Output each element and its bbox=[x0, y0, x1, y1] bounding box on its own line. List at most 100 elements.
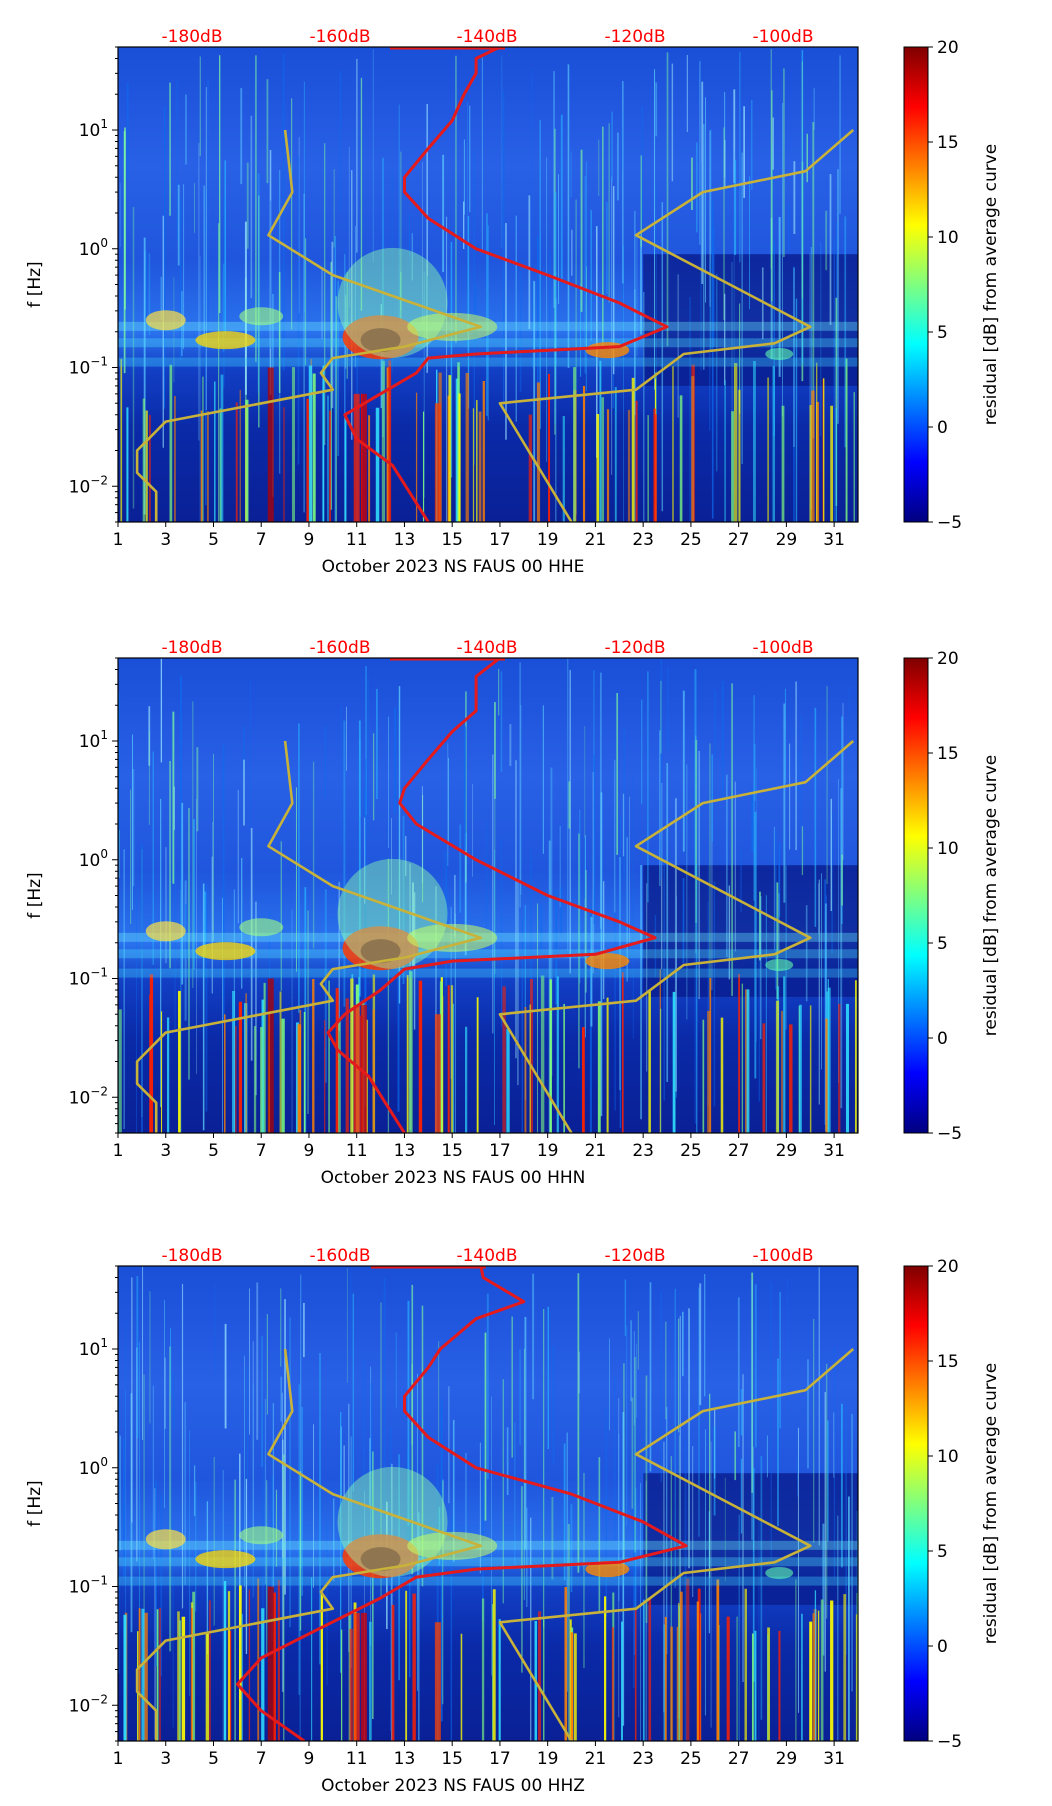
top-db-label: -100dB bbox=[752, 638, 813, 658]
x-tick-label: 21 bbox=[585, 1141, 607, 1161]
x-tick-label: 31 bbox=[823, 530, 845, 550]
x-tick-label: 31 bbox=[823, 1141, 845, 1161]
heatmap-column bbox=[267, 1586, 274, 1741]
top-db-label: -120dB bbox=[604, 27, 665, 47]
top-db-label: -180dB bbox=[161, 1246, 222, 1266]
colorbar-tick-label: 5 bbox=[937, 934, 948, 954]
heatmap-hotspot bbox=[765, 958, 794, 971]
heatmap-column bbox=[360, 393, 367, 522]
heatmap-column bbox=[353, 393, 360, 522]
x-tick-label: 11 bbox=[346, 1749, 368, 1769]
series-line-1 bbox=[326, 658, 657, 1133]
y-tick-label: 10−1 bbox=[69, 1574, 108, 1598]
heatmap-band bbox=[118, 357, 858, 367]
heatmap-column bbox=[434, 1014, 441, 1133]
colorbar-tick-label: 15 bbox=[937, 744, 959, 764]
top-db-label: -100dB bbox=[752, 1246, 813, 1266]
x-tick-label: 17 bbox=[489, 530, 511, 550]
heatmap-column bbox=[267, 367, 274, 522]
colorbar-tick-label: 0 bbox=[937, 1029, 948, 1049]
colorbar-tick-label: 5 bbox=[937, 323, 948, 343]
x-tick-label: 5 bbox=[208, 1749, 219, 1769]
heatmap-band bbox=[118, 968, 858, 978]
x-tick-label: 21 bbox=[585, 530, 607, 550]
heatmap-hotspot bbox=[765, 347, 794, 360]
heatmap-band bbox=[118, 338, 858, 348]
x-tick-label: 27 bbox=[728, 1141, 750, 1161]
series-line-3 bbox=[498, 1348, 855, 1741]
heatmap-hotspot bbox=[195, 1550, 256, 1569]
x-tick-label: 15 bbox=[441, 1749, 463, 1769]
y-axis-label: f [Hz] bbox=[25, 261, 45, 307]
heatmap-dark-region bbox=[643, 865, 858, 997]
colorbar-label: residual [dB] from average curve bbox=[981, 144, 1001, 425]
heatmap-column bbox=[434, 1622, 441, 1741]
top-db-label: -140dB bbox=[456, 27, 517, 47]
heatmap-hotspot bbox=[337, 858, 448, 969]
top-db-label: -100dB bbox=[752, 27, 813, 47]
y-tick-label: 10−2 bbox=[69, 1692, 108, 1716]
colorbar-tick-label: 15 bbox=[937, 133, 959, 153]
heatmap-band bbox=[118, 949, 858, 959]
colorbar-tick-label: 20 bbox=[937, 649, 959, 669]
x-axis-label: October 2023 NS FAUS 00 HHE bbox=[322, 557, 585, 577]
x-tick-label: 7 bbox=[256, 1749, 267, 1769]
top-db-label: -160dB bbox=[309, 1246, 370, 1266]
colorbar bbox=[903, 657, 929, 1134]
x-tick-label: 3 bbox=[160, 1141, 171, 1161]
top-db-label: -120dB bbox=[604, 1246, 665, 1266]
x-tick-label: 7 bbox=[256, 1141, 267, 1161]
heatmap-dark-region bbox=[643, 1473, 858, 1605]
y-axis-label: f [Hz] bbox=[25, 1480, 45, 1526]
heatmap-column bbox=[434, 403, 441, 522]
y-tick-label: 10−1 bbox=[69, 966, 108, 990]
panel-3: 1 3 5 7 9 11 13 15 17 19 21 23 25 27 29 3110−210−110010… bbox=[25, 1246, 1001, 1796]
heatmap-hotspot bbox=[337, 1466, 448, 1577]
heatmap-hotspot bbox=[239, 1526, 284, 1545]
x-tick-label: 23 bbox=[632, 1749, 654, 1769]
series-line-1 bbox=[235, 1266, 688, 1741]
heatmap bbox=[118, 1266, 858, 1741]
y-tick-label: 10−2 bbox=[69, 1084, 108, 1108]
top-db-label: -160dB bbox=[309, 27, 370, 47]
colorbar-tick-label: 10 bbox=[937, 228, 959, 248]
heatmap-hotspot bbox=[195, 331, 256, 350]
top-db-label: -140dB bbox=[456, 1246, 517, 1266]
x-tick-label: 13 bbox=[394, 530, 416, 550]
heatmap-hotspot bbox=[407, 923, 498, 952]
x-tick-label: 15 bbox=[441, 530, 463, 550]
series-line-2 bbox=[135, 1348, 483, 1741]
colorbar-label: residual [dB] from average curve bbox=[981, 1363, 1001, 1644]
x-tick-label: 1 bbox=[113, 1141, 124, 1161]
x-tick-label: 3 bbox=[160, 1749, 171, 1769]
x-tick-label: 11 bbox=[346, 530, 368, 550]
heatmap-hotspot bbox=[765, 1566, 794, 1579]
x-tick-label: 1 bbox=[113, 1749, 124, 1769]
x-tick-label: 5 bbox=[208, 530, 219, 550]
y-tick-label: 101 bbox=[79, 117, 108, 141]
y-axis-label: f [Hz] bbox=[25, 872, 45, 918]
series-line-2 bbox=[135, 129, 483, 522]
top-db-label: -180dB bbox=[161, 27, 222, 47]
x-tick-label: 23 bbox=[632, 530, 654, 550]
heatmap-band bbox=[118, 1576, 858, 1586]
x-tick-label: 23 bbox=[632, 1141, 654, 1161]
x-tick-label: 15 bbox=[441, 1141, 463, 1161]
heatmap-column bbox=[360, 1004, 367, 1133]
colorbar-tick-label: −5 bbox=[937, 1732, 962, 1752]
x-tick-label: 13 bbox=[394, 1749, 416, 1769]
x-tick-label: 13 bbox=[394, 1141, 416, 1161]
colorbar bbox=[903, 1265, 929, 1742]
top-db-label: -180dB bbox=[161, 638, 222, 658]
colorbar-label: residual [dB] from average curve bbox=[981, 755, 1001, 1036]
x-tick-label: 25 bbox=[680, 1141, 702, 1161]
heatmap-hotspot bbox=[360, 328, 401, 353]
heatmap-column bbox=[353, 1612, 360, 1741]
heatmap-hotspot bbox=[407, 312, 498, 341]
top-db-label: -160dB bbox=[309, 638, 370, 658]
heatmap bbox=[118, 47, 858, 522]
x-tick-label: 17 bbox=[489, 1141, 511, 1161]
colorbar-tick-label: 20 bbox=[937, 1257, 959, 1277]
y-tick-label: 10−2 bbox=[69, 473, 108, 497]
heatmap-column bbox=[353, 1004, 360, 1133]
